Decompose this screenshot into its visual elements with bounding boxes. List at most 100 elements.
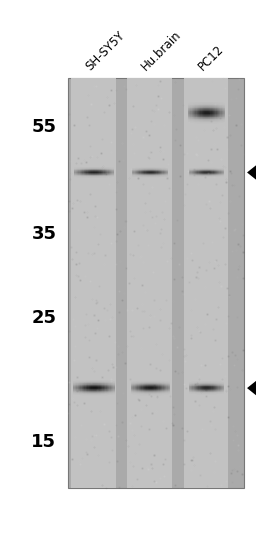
Bar (192, 113, 193, 114)
Bar (89, 386, 90, 387)
Bar (84, 387, 86, 388)
Bar (194, 104, 196, 105)
Bar (219, 109, 220, 110)
Bar (73, 391, 75, 392)
Bar (189, 120, 190, 121)
Bar (218, 103, 219, 104)
Bar (90, 387, 91, 388)
Bar (222, 109, 223, 110)
Bar (73, 381, 75, 382)
Bar (75, 384, 76, 385)
Bar (199, 108, 200, 109)
Bar (206, 122, 207, 123)
Bar (84, 388, 86, 389)
Bar (193, 104, 194, 105)
Bar (84, 390, 86, 391)
Bar (80, 388, 82, 389)
Bar (108, 382, 109, 383)
Bar (223, 108, 224, 109)
Bar (105, 389, 106, 390)
Bar (105, 386, 106, 387)
Bar (86, 379, 87, 381)
Bar (203, 110, 204, 112)
Bar (80, 383, 82, 384)
Bar (217, 121, 218, 122)
Bar (203, 109, 204, 110)
Bar (197, 112, 198, 113)
Bar (80, 393, 82, 395)
Bar (73, 390, 75, 391)
Bar (93, 389, 94, 390)
Bar (90, 384, 91, 385)
Bar (75, 393, 76, 395)
Bar (98, 384, 100, 385)
Bar (219, 102, 220, 103)
Bar (219, 103, 220, 104)
Bar (214, 110, 216, 112)
Bar (210, 112, 212, 113)
Bar (87, 389, 89, 390)
Bar (198, 116, 199, 118)
Bar (196, 114, 197, 115)
Bar (106, 387, 108, 388)
Bar (207, 109, 208, 110)
Bar (202, 119, 203, 120)
Bar (204, 103, 206, 104)
Bar (75, 383, 76, 384)
Bar (199, 113, 200, 114)
Bar (113, 384, 115, 385)
Bar (208, 104, 209, 105)
Bar (216, 107, 217, 108)
Bar (190, 122, 192, 123)
Bar (189, 121, 190, 122)
Bar (102, 382, 104, 383)
Bar (218, 114, 219, 115)
Bar (91, 381, 93, 382)
Bar (100, 382, 101, 383)
Bar (108, 383, 109, 384)
Bar (196, 120, 197, 121)
Bar (80, 392, 82, 393)
Bar (75, 391, 76, 392)
Bar (189, 102, 190, 103)
Bar (108, 384, 109, 385)
Bar (203, 107, 204, 108)
Bar (208, 112, 209, 113)
Bar (105, 385, 106, 386)
Bar (188, 112, 189, 113)
Bar (220, 106, 222, 107)
Bar (97, 382, 98, 383)
Bar (202, 121, 203, 122)
Bar (220, 115, 222, 116)
Bar (83, 390, 84, 391)
Bar (97, 388, 98, 389)
Bar (193, 113, 194, 114)
Bar (113, 389, 115, 390)
Bar (83, 379, 84, 381)
Bar (89, 395, 90, 396)
Bar (194, 120, 196, 121)
Bar (197, 119, 198, 120)
Bar (198, 107, 199, 108)
Bar (109, 395, 111, 396)
Bar (194, 102, 196, 103)
Bar (90, 383, 91, 384)
Bar (83, 382, 84, 383)
Bar (218, 106, 219, 107)
Bar (212, 121, 213, 122)
Bar (200, 118, 202, 119)
Bar (109, 390, 111, 391)
Bar (210, 118, 212, 119)
Bar (113, 383, 115, 384)
Bar (104, 393, 105, 395)
Bar (73, 383, 75, 384)
Bar (90, 386, 91, 387)
Bar (207, 121, 208, 122)
Bar (73, 385, 75, 386)
Bar (203, 123, 204, 124)
Bar (209, 119, 210, 120)
Bar (79, 385, 80, 386)
Bar (111, 382, 112, 383)
Bar (190, 118, 192, 119)
Bar (112, 389, 113, 390)
